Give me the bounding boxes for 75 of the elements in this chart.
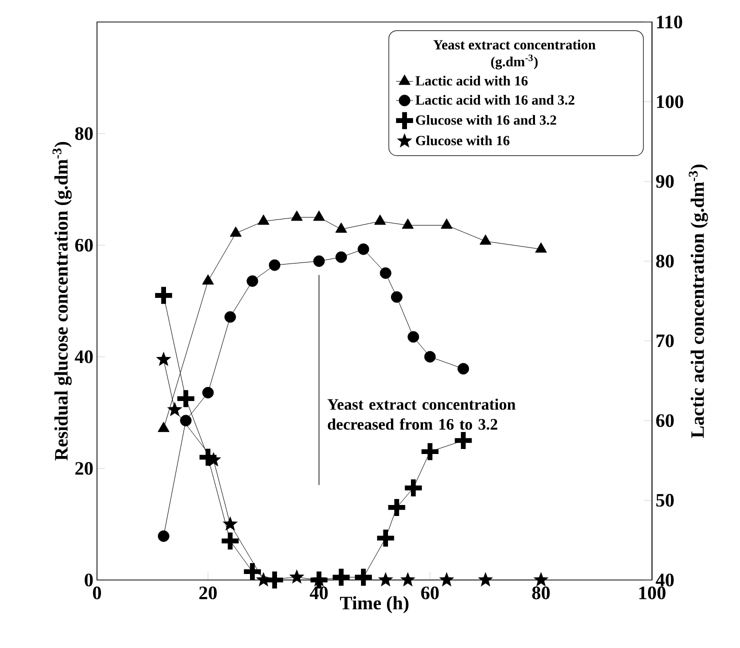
y2-tick-label: 60 xyxy=(656,414,674,427)
point xyxy=(380,267,392,279)
point xyxy=(156,352,172,366)
point xyxy=(478,572,494,586)
point xyxy=(268,259,280,271)
point xyxy=(202,274,214,285)
point xyxy=(404,479,422,496)
y2-tick-label: 90 xyxy=(656,175,674,188)
y-tick-label: 0 xyxy=(84,574,93,586)
point xyxy=(402,218,414,229)
point xyxy=(533,572,549,586)
point xyxy=(313,255,325,267)
legend-label: Glucose with 16 xyxy=(416,135,510,146)
point xyxy=(358,243,370,255)
point xyxy=(256,572,272,586)
point xyxy=(313,210,325,221)
point xyxy=(408,331,420,343)
point xyxy=(374,214,386,225)
x-tick-label: 60 xyxy=(421,586,439,600)
y2-axis-title: Lactic acid concentration (g.dm$^{-3}$) xyxy=(688,164,708,438)
y-tick-label: 60 xyxy=(75,238,93,252)
x-axis-title: Time (h) xyxy=(340,596,408,614)
point xyxy=(390,291,402,303)
point xyxy=(458,363,470,375)
point xyxy=(535,242,547,253)
point xyxy=(454,432,472,449)
point xyxy=(400,572,416,586)
point xyxy=(266,572,284,588)
y2-tick-label: 40 xyxy=(656,574,674,586)
point xyxy=(222,532,239,550)
y-tick-label: 20 xyxy=(75,462,93,475)
point xyxy=(224,311,236,323)
y2-tick-label: 70 xyxy=(656,334,674,348)
point xyxy=(289,569,304,584)
ref-line-label: Yeast extract concentration decreased from 16 to 3.2 xyxy=(327,398,516,430)
point xyxy=(180,414,192,426)
legend-label: Lactic acid with 16 and 3.2 xyxy=(416,94,574,105)
point xyxy=(388,498,406,516)
y2-tick-label: 100 xyxy=(657,95,684,108)
point xyxy=(177,390,194,408)
y2-tick-label: 80 xyxy=(656,254,674,268)
legend-title: Yeast extract concentration (g.dm$^{-3}$) xyxy=(433,40,596,70)
point xyxy=(246,275,258,287)
point xyxy=(155,286,172,304)
y-axis-title: Residual glucose concentration (g.dm$^{-3}$) xyxy=(52,142,72,460)
point xyxy=(424,351,436,363)
point xyxy=(439,572,454,586)
point xyxy=(335,251,347,263)
point xyxy=(480,234,492,245)
legend-label: Lactic acid with 16 xyxy=(416,76,528,86)
point xyxy=(332,568,350,586)
point xyxy=(230,226,242,237)
y-tick-label: 40 xyxy=(74,350,93,364)
x-tick-label: 0 xyxy=(92,586,102,600)
point xyxy=(290,210,303,221)
x-tick-label: 100 xyxy=(639,586,666,600)
point xyxy=(378,572,394,586)
point xyxy=(377,530,394,547)
point xyxy=(258,214,270,225)
y2-tick-label: 50 xyxy=(656,494,674,507)
y-tick-label: 80 xyxy=(75,127,93,140)
point xyxy=(158,530,170,542)
point xyxy=(335,222,348,233)
y2-tick-label: 110 xyxy=(657,16,682,28)
legend-label: Glucose with 16 and 3.2 xyxy=(416,114,556,125)
point xyxy=(167,402,182,416)
x-tick-label: 40 xyxy=(310,586,328,600)
point xyxy=(422,443,439,460)
point xyxy=(354,568,372,586)
point xyxy=(440,218,453,229)
point xyxy=(222,516,238,531)
x-tick-label: 20 xyxy=(199,586,217,600)
x-tick-label: 80 xyxy=(532,586,550,600)
point xyxy=(202,386,214,398)
point xyxy=(244,563,261,580)
